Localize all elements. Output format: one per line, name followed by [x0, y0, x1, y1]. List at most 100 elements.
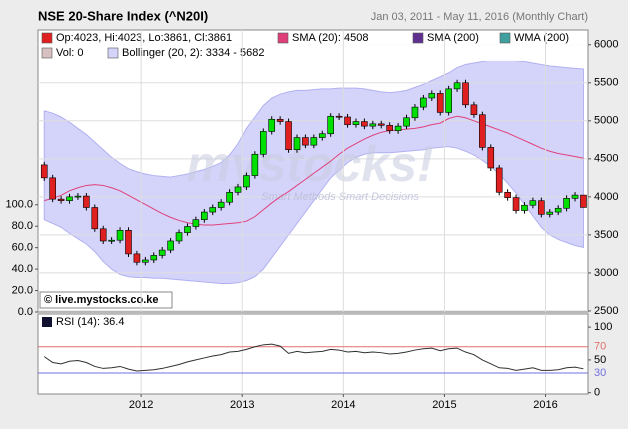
y-tick-label: 0 — [594, 387, 600, 399]
x-tick-label: 2012 — [129, 399, 153, 411]
candle-body — [201, 211, 208, 220]
candle-body — [428, 93, 436, 99]
candle-body — [563, 198, 570, 209]
candle-body — [302, 137, 309, 146]
y-tick-label: 5500 — [594, 77, 618, 89]
candle-body — [445, 88, 452, 113]
candle-body — [234, 186, 242, 193]
candle-body — [453, 82, 461, 90]
chart-title: NSE 20-Share Index (^N20I) — [38, 8, 208, 23]
candle-body — [192, 219, 200, 227]
legend-label: Bollinger (20, 2): 3334 - 5682 — [122, 47, 264, 59]
candle-body — [554, 207, 562, 213]
candle-body — [512, 197, 520, 211]
candle-body — [150, 255, 158, 261]
candle-body — [394, 125, 402, 131]
level-label: 30 — [594, 367, 606, 379]
credit: © live.mystocks.co.ke — [44, 294, 159, 306]
candle-body — [436, 93, 444, 113]
candle-body — [411, 106, 419, 119]
candle-body — [251, 153, 259, 176]
y-tick-label: 50 — [594, 354, 606, 366]
candle-body — [335, 115, 343, 118]
candle-body — [142, 259, 149, 263]
x-tick-label: 2013 — [230, 399, 254, 411]
candle-body — [462, 82, 469, 106]
candle-body — [293, 137, 301, 151]
x-tick-label: 2016 — [533, 399, 557, 411]
legend-label: SMA (20): 4508 — [292, 32, 368, 44]
candle-body — [268, 118, 276, 132]
level-label: 70 — [594, 341, 606, 353]
candle-body — [529, 200, 537, 206]
candle-body — [226, 191, 233, 203]
y-tick-label: 4500 — [594, 153, 618, 165]
candle-body — [133, 253, 141, 263]
candle-body — [420, 97, 427, 108]
candle-body — [327, 115, 334, 135]
credit-box — [39, 291, 173, 309]
candle-body — [361, 121, 368, 127]
candle-body — [57, 198, 65, 201]
y-tick-label: 6000 — [594, 39, 618, 51]
candle-body — [167, 240, 174, 251]
watermark-tagline: Smart Methods Smart Decisions — [261, 191, 419, 203]
sma-line — [44, 115, 584, 226]
x-tick-label: 2015 — [432, 399, 456, 411]
candle-body — [504, 191, 511, 198]
y2-tick-label: 20.0 — [12, 284, 33, 296]
candle-body — [495, 167, 503, 193]
legend-label-swatch — [412, 32, 424, 44]
candle-body — [546, 211, 554, 215]
legend-swatch — [42, 317, 52, 327]
chart-subtitle: Jan 03, 2011 - May 11, 2016 (Monthly Cha… — [371, 11, 588, 23]
candle-body — [217, 201, 225, 208]
legend-label: SMA (200) — [427, 32, 479, 44]
candle-body — [243, 175, 250, 188]
candle-body — [521, 204, 528, 211]
y-tick-label: 100 — [594, 321, 612, 333]
candle-body — [259, 131, 267, 155]
y2-tick-label: 60.0 — [12, 242, 33, 254]
legend-label: Op:4023, Hi:4023, Lo:3861, Cl:3861 — [56, 32, 232, 44]
candle-body — [74, 195, 82, 198]
plot-area — [37, 313, 589, 395]
legend-label-swatch — [277, 32, 289, 44]
candle-body — [276, 118, 284, 122]
candle-body — [83, 195, 90, 208]
legend-label-swatch — [41, 47, 53, 59]
rsi-line — [43, 343, 584, 372]
y-tick-label: 3000 — [594, 267, 618, 279]
legend-label-swatch — [107, 47, 119, 59]
bollinger-band — [43, 59, 584, 285]
x-tick-label: 2014 — [331, 399, 355, 411]
legend-label: RSI (14): 36.4 — [56, 316, 124, 328]
y-tick-label: 2500 — [594, 305, 618, 317]
y2-tick-label: 40.0 — [12, 263, 33, 275]
watermark: mystocks! — [186, 136, 433, 192]
candle-body — [580, 194, 587, 208]
candle-body — [184, 226, 191, 233]
y2-tick-label: 80.0 — [12, 220, 33, 232]
candle-body — [571, 194, 579, 199]
candle-body — [318, 133, 326, 138]
candle-body — [386, 125, 393, 131]
candle-body — [125, 230, 132, 255]
legend-label-swatch — [499, 32, 511, 44]
candle-body — [99, 228, 107, 242]
y2-tick-label: 0.0 — [18, 306, 33, 318]
y-tick-label: 3500 — [594, 229, 618, 241]
candle-body — [158, 249, 166, 256]
candle-body — [91, 207, 99, 230]
candle-body — [66, 196, 73, 201]
y-tick-label: 5000 — [594, 115, 618, 127]
candle-body — [470, 104, 478, 116]
legend-box — [39, 31, 587, 61]
candle-body — [344, 116, 351, 125]
candle-body — [116, 230, 124, 241]
candle-body — [49, 177, 56, 200]
legend-label: WMA (200) — [514, 32, 569, 44]
candle-body — [538, 200, 545, 215]
legend-label: Vol: 0 — [56, 47, 84, 59]
